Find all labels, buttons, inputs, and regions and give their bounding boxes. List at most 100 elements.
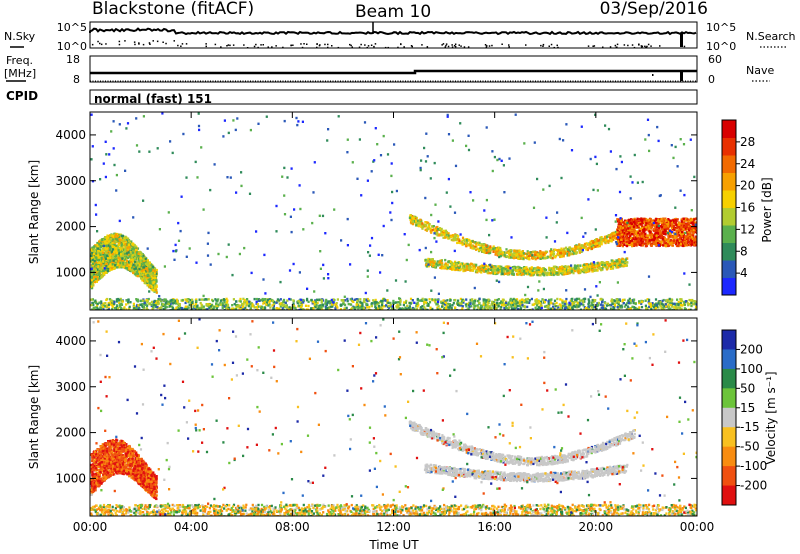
- scatter-cell: [107, 236, 110, 240]
- scatter-cell: [100, 276, 103, 279]
- scatter-cell: [368, 308, 371, 310]
- scatter-cell: [461, 298, 464, 302]
- scatter-cell: [145, 265, 149, 268]
- scatter-cell: [107, 257, 110, 260]
- scatter-cell: [132, 246, 135, 249]
- scatter-cell: [155, 268, 158, 272]
- scatter-cell: [328, 308, 331, 310]
- scatter-cell: [442, 229, 445, 233]
- scatter-cell: [147, 262, 150, 265]
- scatter-cell: [679, 303, 682, 307]
- scatter-cell: [114, 249, 118, 253]
- nsearch-dot: [275, 45, 277, 47]
- scatter-cell: [437, 305, 440, 308]
- scatter-cell: [215, 305, 218, 308]
- scatter-cell: [638, 301, 641, 305]
- scatter-cell: [620, 304, 623, 307]
- scatter-cell: [623, 298, 626, 301]
- scatter-cell: [532, 256, 535, 259]
- scatter-cell: [242, 305, 245, 308]
- nsearch-dot: [327, 46, 329, 49]
- scatter-cell: [331, 305, 334, 308]
- scatter-cell: [96, 241, 99, 245]
- scatter-cell: [623, 305, 626, 308]
- scatter-cell: [117, 258, 120, 261]
- scatter-cell: [140, 253, 143, 256]
- scatter-cell: [121, 254, 124, 258]
- scatter-cell: [184, 305, 187, 308]
- nsearch-dot: [370, 44, 373, 46]
- scatter-cell: [90, 254, 93, 257]
- scatter-cell: [116, 264, 119, 268]
- scatter-cell: [577, 245, 580, 249]
- nsearch-dot: [491, 44, 493, 47]
- nsearch-dot: [647, 43, 650, 46]
- scatter-cell: [629, 307, 632, 310]
- scatter-cell: [484, 300, 487, 304]
- scatter-cell: [115, 244, 118, 247]
- freq-strip: Freq. [MHz] 18 8 60 0 Nave: [4, 53, 774, 86]
- scatter-cell: [443, 233, 446, 236]
- scatter-cell: [110, 266, 113, 270]
- scatter-cell: [414, 220, 418, 223]
- scatter-cell: [231, 307, 234, 310]
- scatter-cell: [576, 301, 579, 305]
- scatter-cell: [587, 303, 590, 306]
- scatter-cell: [109, 301, 112, 304]
- scatter-cell: [452, 302, 455, 305]
- scatter-cell: [634, 306, 637, 310]
- scatter-cell: [594, 299, 597, 302]
- scatter-cell: [256, 302, 259, 306]
- scatter-cell: [615, 300, 618, 304]
- scatter-cell: [407, 306, 410, 310]
- scatter-cell: [125, 238, 128, 241]
- scatter-cell: [543, 301, 546, 304]
- scatter-cell: [130, 258, 133, 261]
- scatter-cell: [599, 303, 602, 306]
- scatter-cell: [591, 299, 594, 302]
- scatter-cell: [225, 306, 228, 310]
- scatter-cell: [600, 306, 603, 309]
- scatter-cell: [428, 298, 431, 301]
- scatter-cell: [107, 244, 110, 247]
- scatter-cell: [473, 300, 476, 303]
- scatter-cell: [104, 268, 107, 271]
- scatter-cell: [186, 298, 189, 301]
- scatter-cell: [485, 299, 488, 302]
- nsearch-dot: [553, 46, 555, 49]
- nsearch-dot: [148, 42, 151, 44]
- scatter-cell: [327, 300, 330, 303]
- scatter-cell: [376, 301, 379, 305]
- scatter-cell: [282, 298, 286, 302]
- scatter-cell: [416, 305, 419, 308]
- scatter-cell: [443, 306, 446, 310]
- scatter-cell: [113, 301, 116, 304]
- scatter-cell: [105, 257, 108, 260]
- scatter-cell: [570, 299, 574, 302]
- scatter-cell: [627, 308, 631, 310]
- scatter-cell: [109, 263, 112, 266]
- scatter-cell: [362, 300, 365, 303]
- nsearch-dot: [426, 46, 429, 48]
- scatter-cell: [249, 307, 252, 310]
- nsearch-dot: [627, 44, 629, 47]
- scatter-cell: [470, 305, 473, 308]
- scatter-cell: [520, 254, 523, 258]
- scatter-cell: [462, 301, 465, 304]
- scatter-cell: [449, 304, 452, 308]
- nsearch-dot: [486, 45, 488, 47]
- scatter-cell: [111, 254, 115, 257]
- scatter-cell: [520, 251, 523, 254]
- nsearch-dot: [227, 44, 230, 46]
- scatter-cell: [143, 271, 146, 274]
- scatter-cell: [575, 298, 578, 301]
- scatter-cell: [618, 298, 621, 301]
- scatter-cell: [324, 307, 328, 310]
- scatter-cell: [661, 303, 665, 306]
- nsearch-dot: [133, 41, 136, 43]
- scatter-cell: [305, 308, 308, 310]
- scatter-cell: [136, 253, 139, 256]
- scatter-cell: [164, 302, 167, 305]
- scatter-cell: [200, 298, 204, 301]
- nsearch-dot: [641, 46, 643, 49]
